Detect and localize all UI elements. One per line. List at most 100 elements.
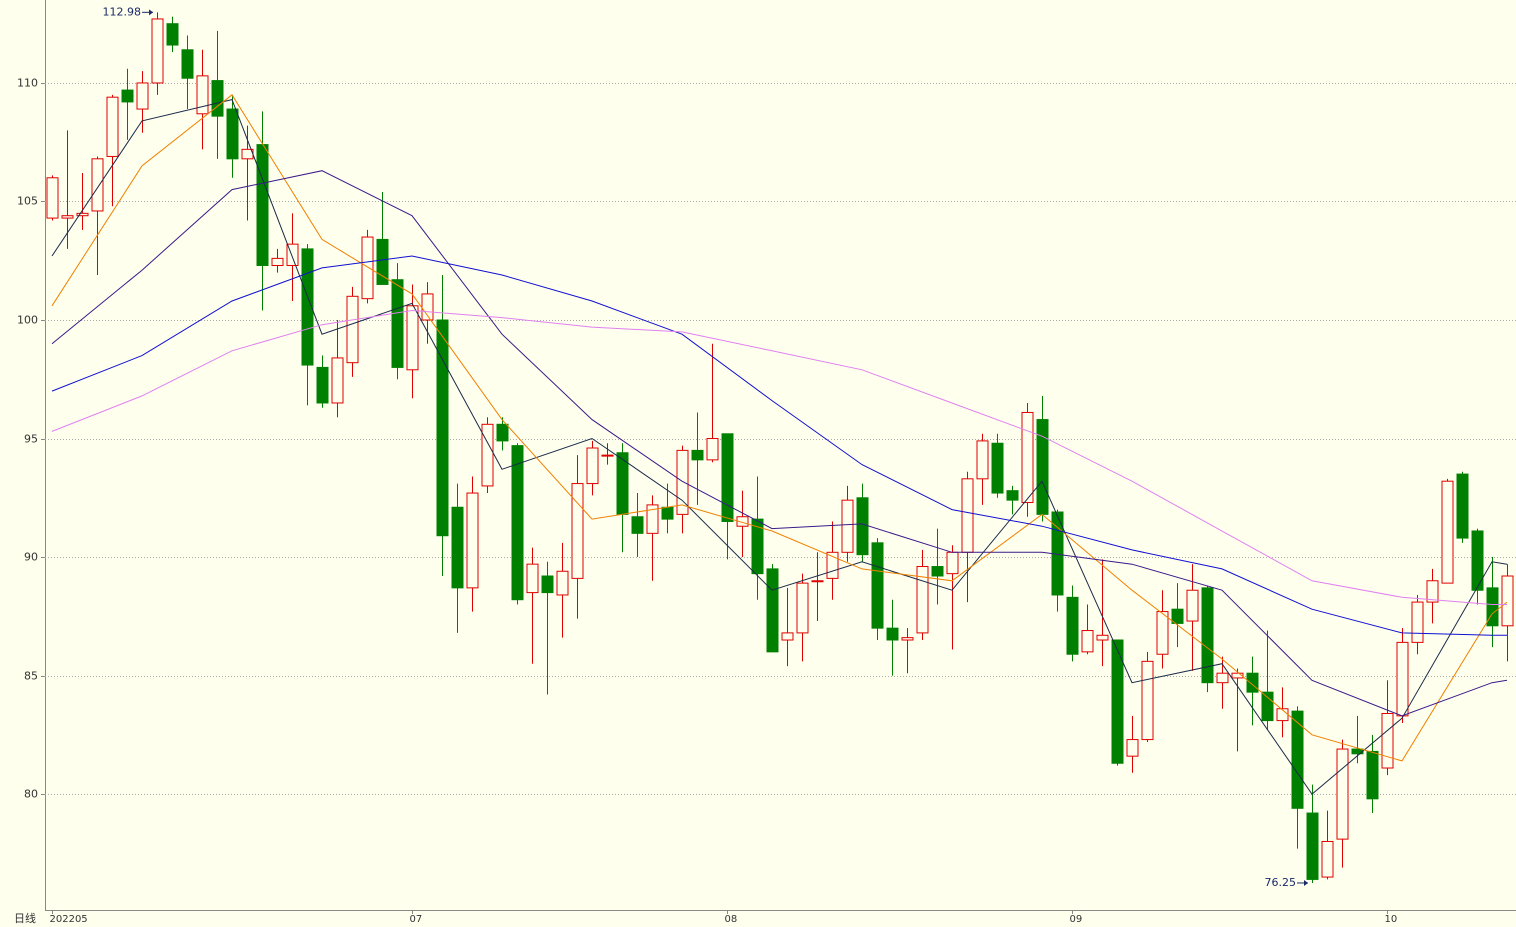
candle-body: [1396, 641, 1409, 717]
candle-body: [271, 257, 284, 266]
candle-body: [301, 248, 314, 366]
candle-body: [1501, 575, 1514, 627]
candle-body: [1381, 712, 1394, 769]
annotation-label: 112.98: [103, 5, 142, 18]
candle-body: [811, 580, 824, 583]
candle-body: [1366, 750, 1379, 800]
candle-body: [151, 18, 164, 84]
candle-body: [1081, 630, 1094, 653]
candle-body: [1156, 611, 1169, 655]
candle-body: [376, 238, 389, 285]
candle-body: [436, 319, 449, 537]
candle-body: [1096, 634, 1109, 641]
candle-body: [1486, 587, 1499, 627]
x-tick-label: 10: [1385, 914, 1398, 925]
y-tick-label: 100: [17, 314, 38, 327]
candle-body: [661, 506, 674, 520]
y-tick-label: 80: [24, 788, 38, 801]
candle-body: [781, 632, 794, 641]
candle-body: [481, 423, 494, 487]
candle-body: [1006, 490, 1019, 501]
moving-average-line: [51, 255, 1507, 636]
candle-body: [1126, 739, 1139, 757]
candle-body: [286, 243, 299, 266]
candle-body: [901, 637, 914, 641]
candle-body: [1261, 691, 1274, 722]
candle-body: [391, 279, 404, 368]
x-tick-label: 09: [1070, 914, 1083, 925]
candle-body: [511, 445, 524, 601]
candle-body: [1201, 587, 1214, 684]
y-tick-label: 90: [24, 551, 38, 564]
y-tick-label: 110: [17, 77, 38, 90]
candle-body: [331, 357, 344, 404]
candle-body: [571, 483, 584, 579]
candle-body: [121, 89, 134, 103]
candle-body: [1471, 530, 1484, 591]
candle-body: [886, 627, 899, 641]
candle-body: [226, 108, 239, 160]
candle-body: [211, 80, 224, 117]
candle-body: [106, 96, 119, 157]
candle-body: [556, 570, 569, 596]
candle-body: [1306, 812, 1319, 880]
x-tick-label: 07: [410, 914, 423, 925]
candle-body: [631, 516, 644, 534]
candle-body: [61, 215, 74, 219]
candle-body: [196, 75, 209, 115]
candle-body: [1186, 589, 1199, 622]
candle-body: [1321, 840, 1334, 878]
candle-body: [916, 566, 929, 634]
candle-body: [841, 499, 854, 553]
candle-body: [856, 497, 869, 556]
annotation-arrowhead: [149, 9, 154, 16]
candle-body: [706, 438, 719, 461]
candle-body: [1411, 601, 1424, 643]
candle-body: [421, 293, 434, 321]
candle-body: [961, 478, 974, 553]
moving-average-line: [51, 309, 1507, 605]
candle-body: [1021, 411, 1034, 504]
candle-body: [361, 236, 374, 300]
candle-body: [1216, 672, 1229, 684]
candle-body: [76, 212, 89, 217]
candle-body: [166, 23, 179, 46]
candle-body: [766, 568, 779, 653]
candle-body: [721, 433, 734, 522]
candle-body: [46, 177, 59, 219]
candle-body: [646, 504, 659, 534]
candle-body: [586, 447, 599, 485]
y-tick-label: 85: [24, 670, 38, 683]
y-tick-label: 105: [17, 195, 38, 208]
candle-body: [871, 542, 884, 629]
candle-body: [676, 449, 689, 515]
candle-body: [91, 158, 104, 212]
candle-body: [826, 551, 839, 579]
candle-body: [136, 82, 149, 110]
candle-body: [1066, 596, 1079, 655]
candle-body: [406, 305, 419, 371]
annotation-arrowhead: [1304, 879, 1309, 886]
y-tick-label: 95: [24, 433, 38, 446]
candle-body: [751, 518, 764, 575]
moving-average-line: [51, 94, 1508, 762]
candle-body: [451, 506, 464, 589]
candle-body: [1336, 748, 1349, 840]
candle-body: [1291, 710, 1304, 809]
axis-label: 日线: [14, 911, 36, 925]
candle-body: [466, 492, 479, 589]
candle-body: [1036, 419, 1049, 515]
candle-body: [526, 563, 539, 594]
candle-body: [256, 144, 269, 266]
candle-body: [796, 582, 809, 634]
x-tick-label: 202205: [50, 914, 88, 925]
candle-body: [1456, 473, 1469, 539]
candle-body: [1231, 672, 1244, 679]
moving-average-line: [51, 99, 1508, 795]
moving-average-line: [51, 170, 1508, 717]
candle-body: [496, 423, 509, 442]
candle-body: [946, 551, 959, 575]
candle-body: [316, 366, 329, 404]
candle-body: [1426, 580, 1439, 603]
